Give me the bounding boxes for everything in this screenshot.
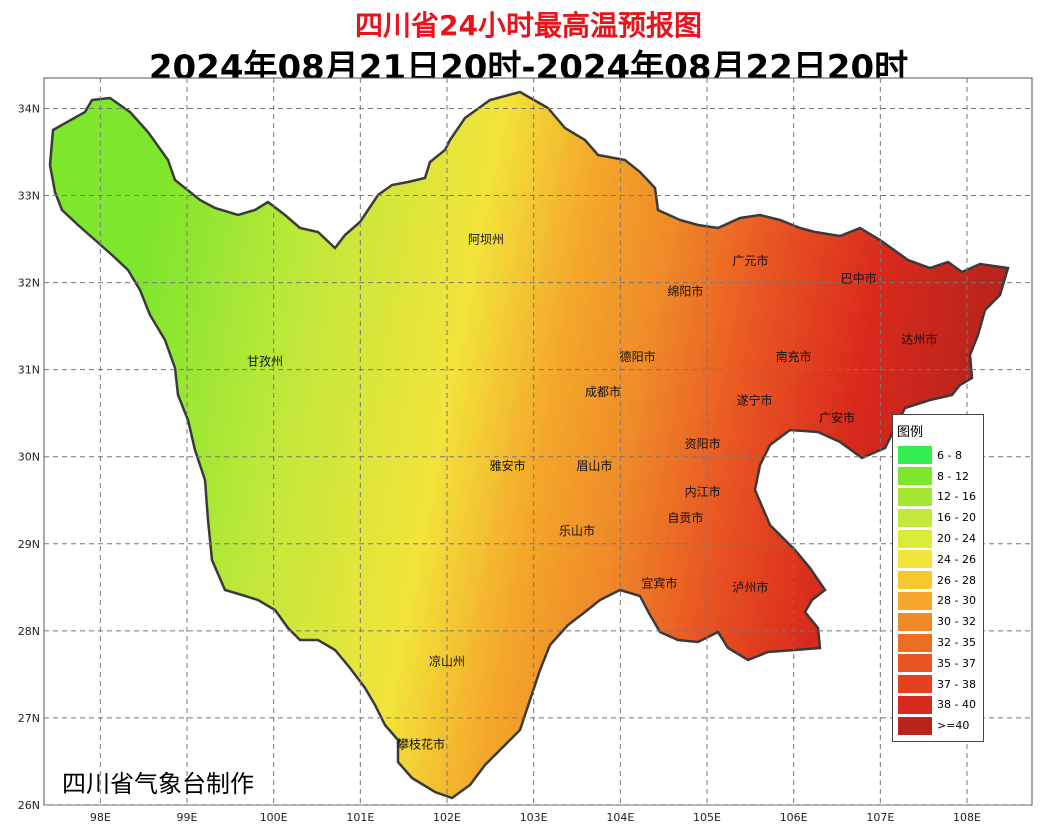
city-label: 内江市 (685, 484, 721, 499)
legend-item: 26 - 28 (898, 570, 976, 591)
legend-swatch (898, 675, 932, 694)
city-label: 阿坝州 (468, 232, 504, 246)
legend-label: 6 - 8 (937, 448, 962, 462)
city-label: 广元市 (732, 253, 768, 268)
legend-swatch (898, 508, 932, 527)
longitude-tick-label: 102E (433, 811, 461, 824)
city-label: 眉山市 (576, 458, 612, 473)
legend-label: 37 - 38 (937, 677, 976, 691)
legend-item: 32 - 35 (898, 632, 976, 653)
legend-label: 12 - 16 (937, 490, 976, 504)
legend-swatch (898, 654, 932, 673)
longitude-tick-label: 98E (90, 811, 111, 824)
legend-box: 图例 6 - 8 8 - 12 12 - 16 16 - 20 20 - 24 24 - … (892, 414, 984, 742)
latitude-tick-label: 26N (18, 799, 40, 812)
city-label: 资阳市 (685, 436, 721, 451)
latitude-tick-label: 30N (18, 451, 40, 464)
city-label: 乐山市 (559, 523, 595, 538)
legend-item: >=40 (898, 715, 976, 736)
lat-lon-grid (44, 78, 1032, 806)
legend-swatch (898, 716, 932, 735)
latitude-tick-label: 32N (18, 277, 40, 290)
longitude-tick-label: 105E (693, 811, 721, 824)
city-label: 巴中市 (841, 271, 877, 286)
city-label: 攀枝花市 (397, 736, 445, 751)
legend-label: >=40 (937, 719, 970, 733)
legend-label: 28 - 30 (937, 594, 976, 608)
legend-item: 16 - 20 (898, 507, 976, 528)
latitude-tick-label: 29N (18, 538, 40, 551)
legend-swatch (898, 446, 932, 465)
legend-title: 图例 (897, 425, 924, 440)
legend-swatch (898, 467, 932, 486)
legend-item: 12 - 16 (898, 487, 976, 508)
city-label: 泸州市 (732, 580, 768, 595)
legend-item: 24 - 26 (898, 549, 976, 570)
longitude-tick-label: 107E (866, 811, 894, 824)
legend-item: 28 - 30 (898, 591, 976, 612)
legend-item: 37 - 38 (898, 674, 976, 695)
legend-swatch (898, 591, 932, 610)
city-label: 宜宾市 (641, 575, 677, 590)
legend-item: 30 - 32 (898, 611, 976, 632)
producer-credit: 四川省气象台制作 (62, 770, 254, 798)
longitude-tick-label: 99E (177, 811, 198, 824)
sichuan-province-shape (48, 90, 1010, 800)
legend-label: 26 - 28 (937, 573, 976, 587)
legend-swatch (898, 550, 932, 569)
latitude-tick-label: 33N (18, 190, 40, 203)
legend-label: 24 - 26 (937, 552, 976, 566)
city-label: 遂宁市 (737, 392, 773, 407)
longitude-tick-label: 106E (780, 811, 808, 824)
legend-item: 35 - 37 (898, 653, 976, 674)
legend-item: 6 - 8 (898, 445, 976, 466)
legend-label: 16 - 20 (937, 511, 976, 525)
longitude-tick-label: 103E (520, 811, 548, 824)
legend-swatch (898, 571, 932, 590)
legend-list: 6 - 8 8 - 12 12 - 16 16 - 20 20 - 24 24 - 26 2… (898, 445, 976, 736)
city-label: 自贡市 (667, 510, 703, 525)
longitude-tick-label: 104E (606, 811, 634, 824)
latitude-tick-label: 28N (18, 625, 40, 638)
longitude-tick-label: 108E (953, 811, 981, 824)
legend-swatch (898, 633, 932, 652)
map-title: 四川省24小时最高温预报图 (355, 9, 702, 42)
city-label: 成都市 (585, 384, 621, 399)
city-label: 德阳市 (620, 349, 656, 364)
latitude-tick-label: 34N (18, 102, 40, 115)
legend-item: 38 - 40 (898, 695, 976, 716)
latitude-tick-label: 27N (18, 712, 40, 725)
city-label: 南充市 (776, 349, 812, 364)
legend-swatch (898, 695, 932, 714)
city-label: 绵阳市 (667, 284, 703, 299)
legend-swatch (898, 612, 932, 631)
city-label: 雅安市 (490, 458, 526, 473)
longitude-tick-label: 100E (260, 811, 288, 824)
legend-swatch (898, 529, 932, 548)
legend-swatch (898, 487, 932, 506)
legend-item: 8 - 12 (898, 466, 976, 487)
legend-label: 38 - 40 (937, 698, 976, 712)
city-label: 甘孜州 (247, 354, 283, 368)
latitude-tick-label: 31N (18, 364, 40, 377)
legend-label: 30 - 32 (937, 615, 976, 629)
legend-label: 35 - 37 (937, 656, 976, 670)
legend-label: 8 - 12 (937, 469, 969, 483)
longitude-tick-label: 101E (346, 811, 374, 824)
legend-label: 20 - 24 (937, 532, 976, 546)
city-label: 达州市 (901, 332, 937, 347)
legend-label: 32 - 35 (937, 636, 976, 650)
city-label: 凉山州 (429, 654, 465, 669)
legend-item: 20 - 24 (898, 528, 976, 549)
city-label: 广安市 (819, 410, 855, 425)
axis-ticks: 98E 99E 100E 101E 102E 103E 104E 105E 106E 107E 10… (18, 102, 981, 824)
